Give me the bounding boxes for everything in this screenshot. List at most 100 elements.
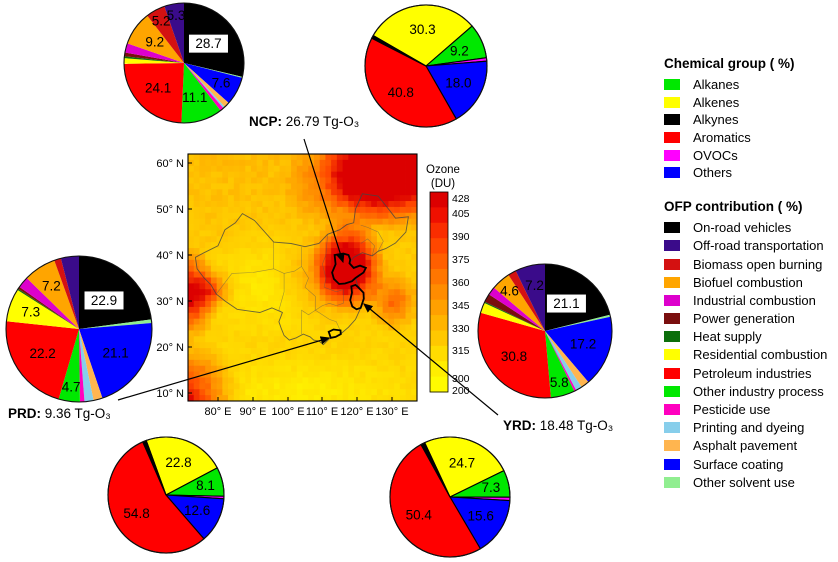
heat-cell [399,259,406,267]
heat-cell [359,236,366,243]
heat-cell [371,312,378,320]
heat-cell [245,371,252,378]
pie-slice-off_road [515,264,545,331]
heat-cell [331,248,338,255]
heat-cell [342,306,349,314]
heat-cell [319,365,326,372]
heat-cell [268,283,275,290]
legend-item-alkanes: Alkanes [664,76,838,94]
heat-cell [359,201,366,208]
heat-cell [308,218,315,225]
region-total-prd: 9.36 Tg-O₃ [41,406,111,421]
heat-cell [388,189,395,196]
heat-cell [319,289,326,296]
heat-cell [279,265,286,273]
heat-cell [193,289,200,296]
heat-cell [193,201,200,208]
heat-cell [210,318,218,325]
heat-cell [336,189,343,196]
heat-cell [399,189,406,196]
heat-cell [359,359,366,367]
heat-cell [331,165,338,173]
heat-cell [296,395,303,401]
heat-cell [382,301,389,308]
heat-cell [388,259,395,267]
heat-cell [256,283,263,290]
heat-cell [188,348,195,355]
heat-cell [336,236,343,243]
heat-cell [388,306,395,314]
heat-cell [411,271,417,278]
heat-cell [365,371,372,378]
heat-cell [245,389,252,396]
legend-item-biomass: Biomass open burning [664,255,838,273]
heat-cell [250,306,258,314]
heat-cell [216,377,223,384]
heat-cell [354,359,361,367]
heat-cell [348,171,355,178]
heat-cell [399,277,406,284]
heat-cell [359,159,366,167]
heat-cell [302,312,309,320]
heat-cell [228,324,235,331]
heat-cell [313,318,321,325]
heat-cell [308,230,315,237]
heat-cell [405,171,412,178]
heat-cell [188,230,195,237]
heat-cell [411,253,417,261]
heat-cell [273,342,280,349]
heat-cell [319,383,326,390]
heat-cell [382,306,389,314]
heat-cell [193,395,200,401]
heat-cell [233,283,240,290]
heat-cell [256,189,263,196]
heat-cell [359,171,366,178]
heat-cell [250,236,258,243]
heat-cell [308,283,315,290]
heat-cell [313,154,321,161]
heat-cell [296,201,303,208]
heat-cell [359,183,366,190]
heat-cell [291,371,298,378]
heat-cell [359,342,366,349]
heat-cell [405,195,412,202]
heat-cell [210,359,218,367]
heat-cell [250,318,258,325]
heat-cell [285,189,292,196]
heat-cell [376,348,384,355]
pie-slice-industrial [19,278,79,329]
pie-rim [5,255,153,403]
heat-cell [296,348,303,355]
heat-cell [233,165,240,173]
heat-cell [411,195,417,202]
heat-cell [411,248,417,255]
heat-cell [273,383,280,390]
heat-cell [382,218,389,225]
heat-cell [331,195,338,202]
heat-cell [296,212,303,220]
heat-cell [325,389,332,396]
heat-cell [279,389,286,396]
heat-cell [354,389,361,396]
colorbar-tick-label: 360 [452,277,470,289]
heat-cell [233,377,240,384]
pie-label-box [187,33,229,54]
heat-cell [394,359,401,367]
legend-label-others: Others [693,165,733,181]
heat-cell [399,177,406,184]
heat-cell [262,171,269,178]
heat-cell [296,371,303,378]
heat-cell [245,242,252,249]
heat-cell [325,395,332,401]
heat-cell [371,365,378,372]
heat-cell [245,236,252,243]
heat-cell [399,289,406,296]
heat-cell [319,389,326,396]
colorbar-segment [430,253,448,270]
heat-cell [268,177,275,184]
heat-cell [411,377,417,384]
heat-cell [296,377,303,384]
heat-cell [371,259,378,267]
heat-cell [302,348,309,355]
heat-cell [285,253,292,261]
